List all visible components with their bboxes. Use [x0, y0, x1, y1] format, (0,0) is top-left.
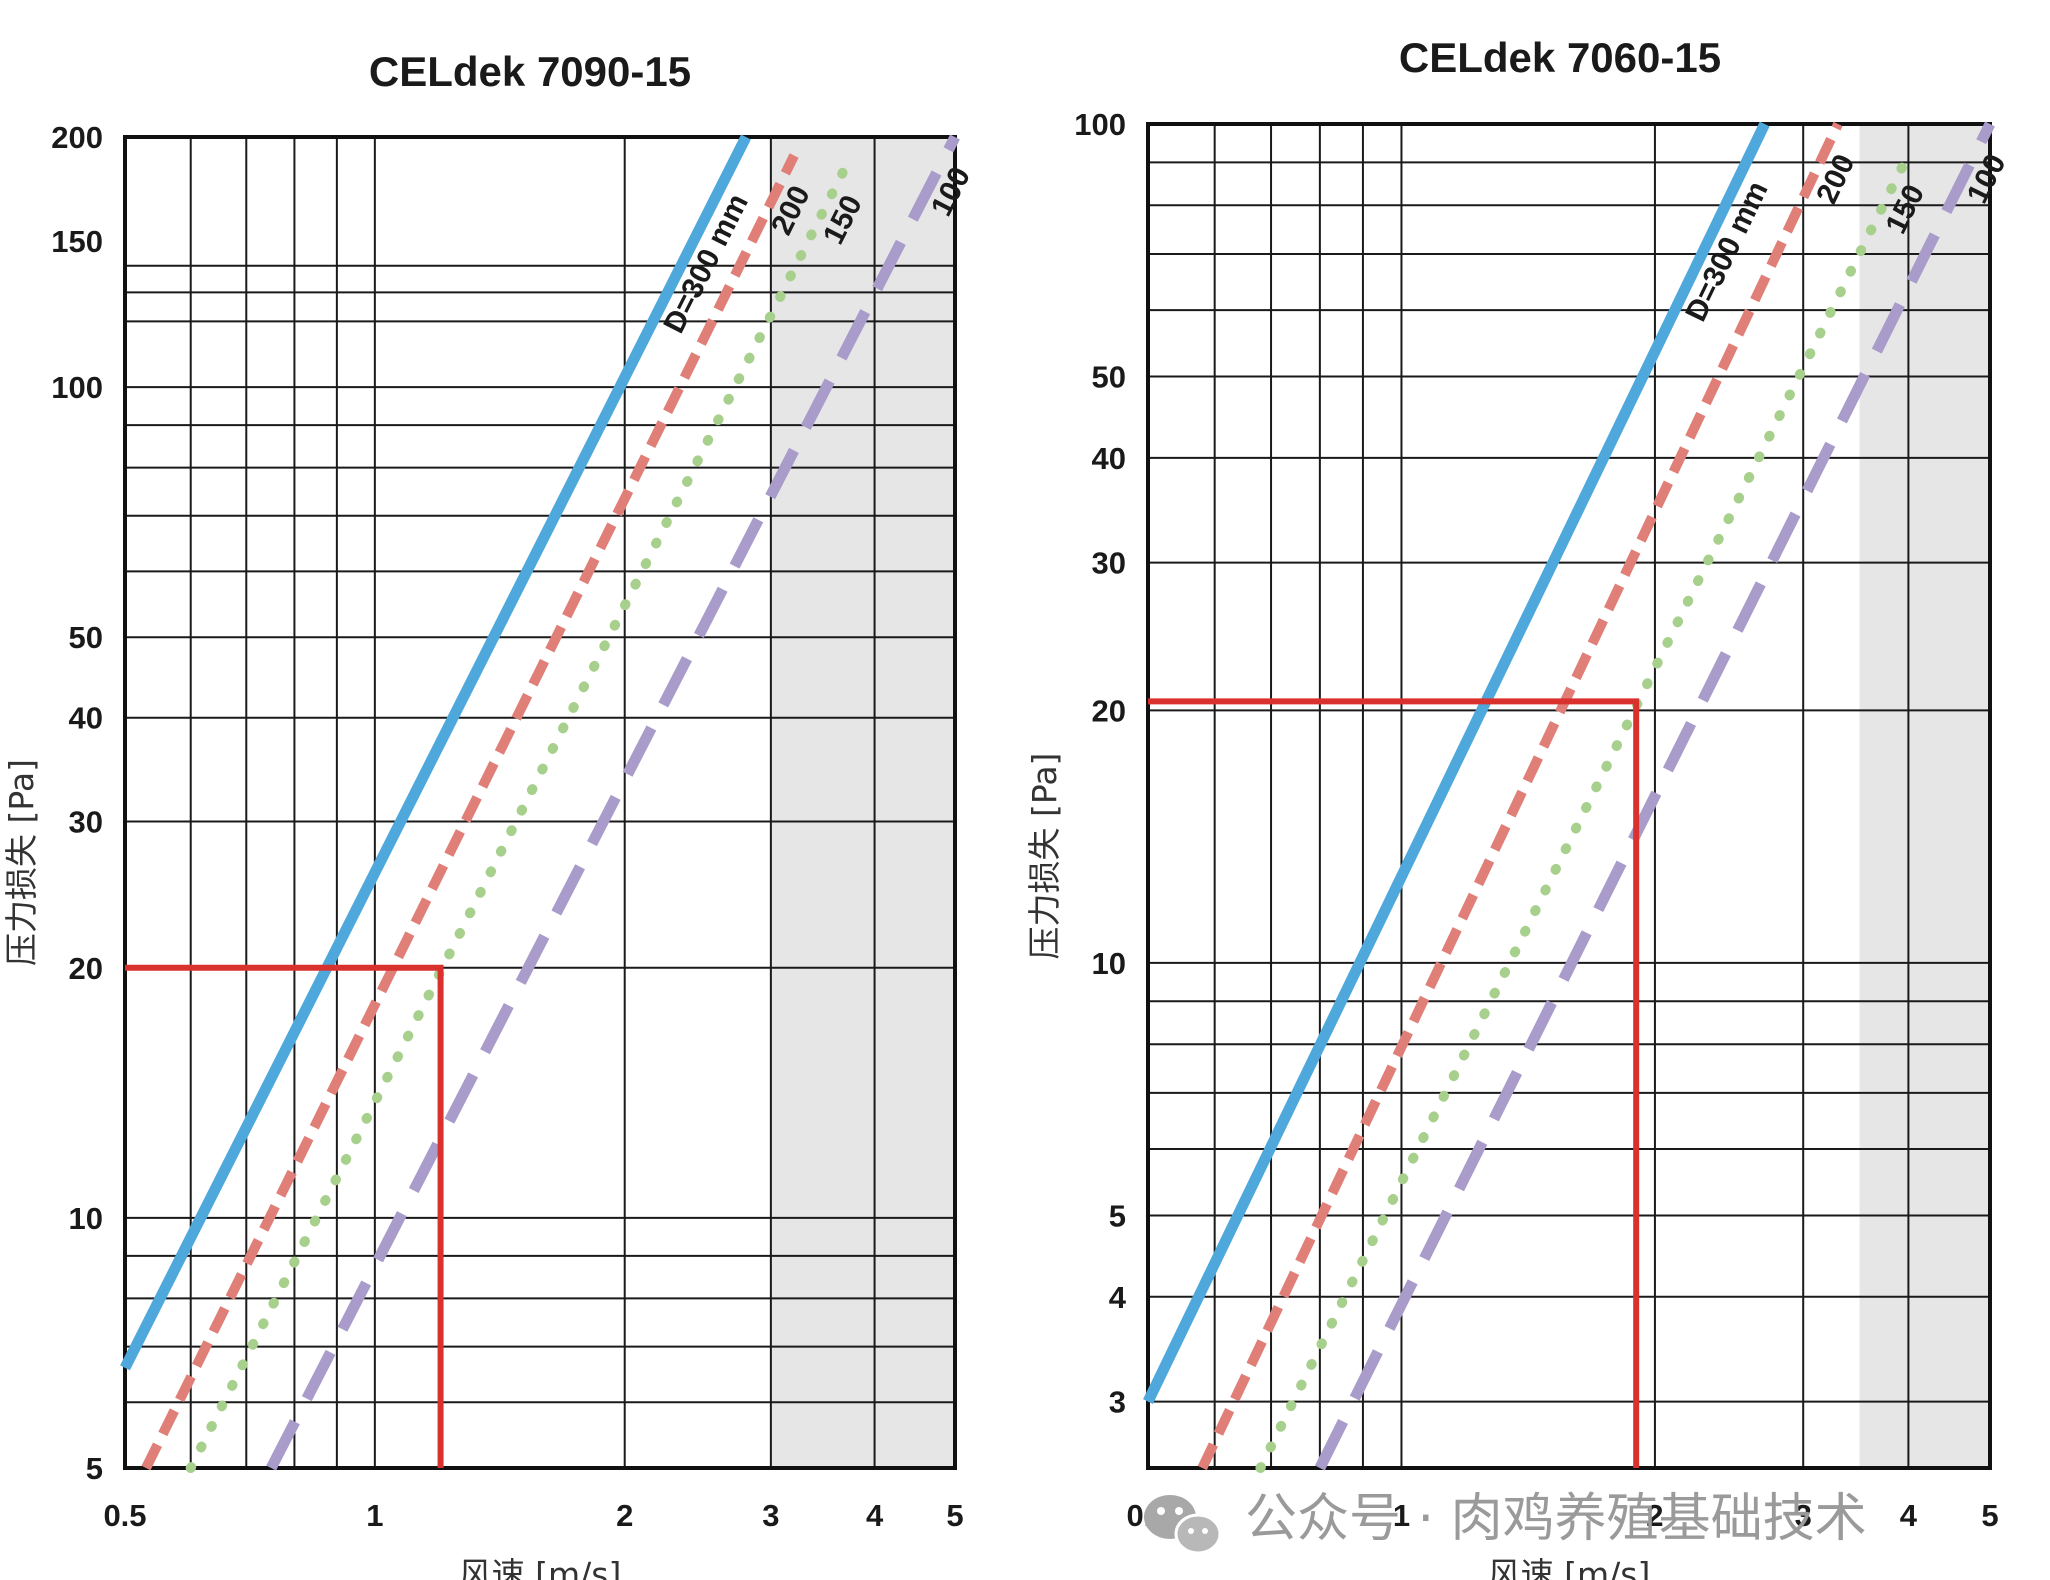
y-tick-label: 50: [69, 620, 103, 655]
marker-line: [125, 964, 444, 1468]
y-tick-label: 10: [1092, 946, 1126, 981]
x-tick-label: 1: [1393, 1498, 1410, 1533]
y-tick-label: 100: [51, 370, 103, 405]
y-tick-label: 40: [1092, 441, 1126, 476]
x-tick-label: 5: [1981, 1498, 1998, 1533]
shaded-region: [1859, 124, 1990, 1468]
series-group: [120, 134, 960, 1473]
y-tick-label: 20: [69, 951, 103, 986]
x-axis-label: 风速 [m/s]: [1488, 1555, 1651, 1580]
watermark-text: 公众号 · 肉鸡养殖基础技术: [1245, 1489, 1867, 1549]
x-tick-label: 0.5: [103, 1498, 146, 1533]
series-line-150: [185, 160, 852, 1473]
y-tick-label: 50: [1092, 360, 1126, 395]
y-tick-label: 10: [69, 1201, 103, 1236]
plot-frame: [1146, 122, 1992, 1470]
y-tick-label: 30: [69, 805, 103, 840]
x-tick-label: 2: [616, 1498, 633, 1533]
chart-title: CELdek 7060-15: [1399, 34, 1721, 81]
series-line-300: [1143, 121, 1770, 1404]
series-line-100: [266, 134, 960, 1471]
y-gridlines: [125, 136, 955, 1469]
x-tick-label: 4: [1900, 1498, 1918, 1533]
x-tick-label: 3: [762, 1498, 779, 1533]
series-line-200: [141, 153, 799, 1471]
x-tick-label: 1: [366, 1498, 383, 1533]
chart-celdek-7060: CELdek 7060-15D=300 mm2001501000.5123453…: [1025, 34, 2013, 1580]
wechat-icon: [1144, 1495, 1222, 1555]
y-tick-label: 100: [1074, 107, 1126, 142]
y-tick-label: 3: [1109, 1385, 1126, 1420]
plot-frame: [123, 135, 957, 1470]
y-tick-label: 150: [51, 224, 103, 259]
x-tick-label: 2: [1646, 1498, 1663, 1533]
x-tick-label: 5: [946, 1498, 963, 1533]
series-line-150: [1255, 149, 1914, 1473]
y-tick-label: 5: [86, 1451, 103, 1486]
series-group: [1143, 121, 1995, 1473]
y-tick-label: 40: [69, 701, 103, 736]
marker-line: [1148, 698, 1640, 1468]
y-tick-label: 4: [1109, 1280, 1127, 1315]
series-line-100: [1314, 121, 1995, 1471]
shaded-region: [770, 137, 955, 1468]
series-line-200: [1197, 121, 1843, 1471]
x-tick-label: 4: [866, 1498, 884, 1533]
y-tick-label: 200: [51, 120, 103, 155]
x-tick-label: 3: [1795, 1498, 1812, 1533]
y-tick-label: 20: [1092, 693, 1126, 728]
x-axis-label: 风速 [m/s]: [459, 1555, 622, 1580]
y-tick-label: 30: [1092, 546, 1126, 581]
watermark: 公众号 · 肉鸡养殖基础技术: [1144, 1489, 1867, 1555]
y-axis-label: 压力损失 [Pa]: [1025, 753, 1064, 960]
series-line-300: [120, 134, 751, 1371]
y-tick-label: 5: [1109, 1198, 1126, 1233]
y-axis-label: 压力损失 [Pa]: [2, 759, 41, 966]
chart-title: CELdek 7090-15: [369, 48, 691, 95]
